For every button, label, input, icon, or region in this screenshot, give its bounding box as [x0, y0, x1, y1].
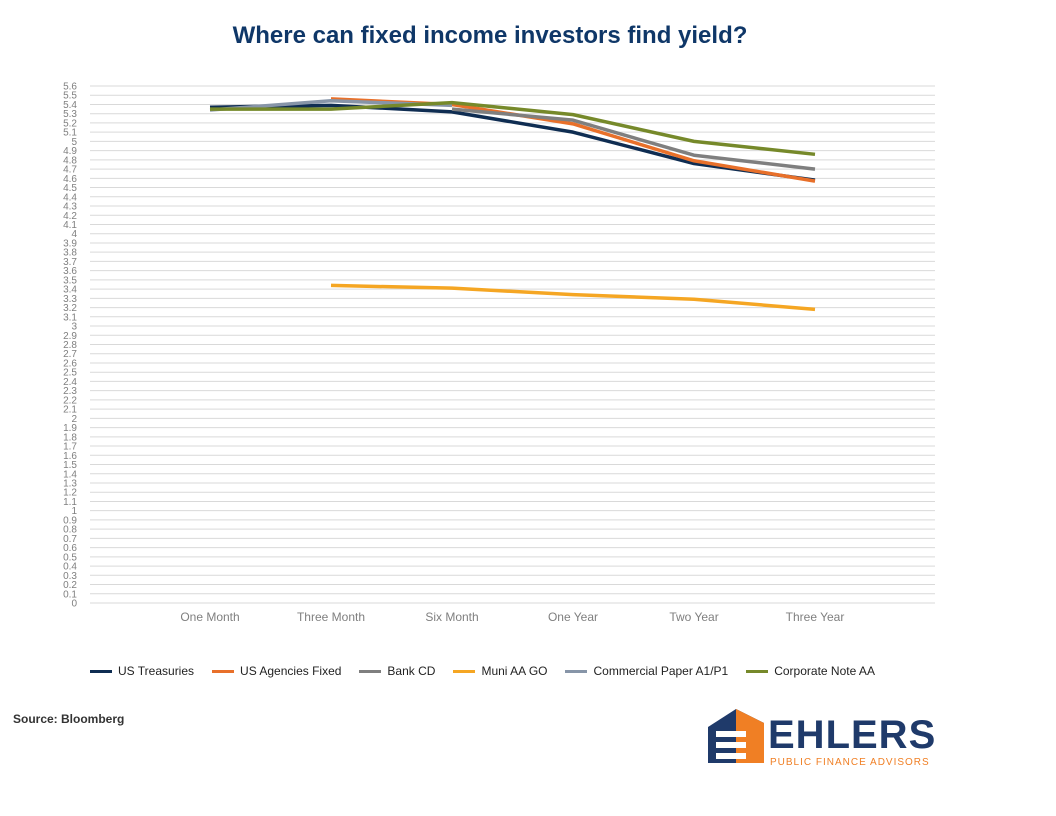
y-tick-label: 5.1	[63, 128, 77, 139]
y-tick-label: 1.7	[63, 442, 77, 453]
y-tick-label: 1.1	[63, 497, 77, 508]
x-tick-label: One Month	[180, 610, 239, 624]
x-tick-label: Six Month	[425, 610, 478, 624]
y-tick-label: 4.8	[63, 155, 77, 166]
legend-item-us-agencies-fixed: US Agencies Fixed	[212, 664, 341, 678]
y-tick-label: 0.6	[63, 543, 77, 554]
y-tick-label: 1	[71, 506, 77, 517]
y-tick-label: 2.2	[63, 395, 77, 406]
y-tick-label: 5.5	[63, 91, 77, 102]
y-tick-label: 3.6	[63, 266, 77, 277]
legend-item-muni-aa-go: Muni AA GO	[453, 664, 547, 678]
y-tick-label: 4.9	[63, 146, 77, 157]
y-tick-label: 0	[71, 599, 77, 610]
logo-tagline: PUBLIC FINANCE ADVISORS	[770, 757, 930, 768]
y-tick-label: 4.1	[63, 220, 77, 231]
y-tick-label: 3	[71, 322, 77, 333]
y-tick-label: 1.5	[63, 460, 77, 471]
x-tick-label: One Year	[548, 610, 598, 624]
y-tick-label: 5.6	[63, 82, 77, 93]
y-tick-label: 2.9	[63, 331, 77, 342]
y-tick-label: 2.4	[63, 377, 77, 388]
legend-swatch	[359, 669, 382, 673]
y-tick-label: 0.5	[63, 552, 77, 563]
y-tick-label: 0.9	[63, 515, 77, 526]
legend-item-commercial-paper-a1-p1: Commercial Paper A1/P1	[565, 664, 728, 678]
legend-label: Bank CD	[387, 664, 436, 678]
y-tick-label: 5.2	[63, 118, 77, 129]
y-tick-label: 3.2	[63, 303, 77, 314]
x-tick-label: Two Year	[669, 610, 718, 624]
x-tick-label: Three Year	[786, 610, 845, 624]
legend-item-corporate-note-aa: Corporate Note AA	[746, 664, 875, 678]
y-tick-label: 2.6	[63, 358, 77, 369]
x-tick-label: Three Month	[297, 610, 365, 624]
y-tick-label: 3.1	[63, 312, 77, 323]
y-tick-label: 0.1	[63, 589, 77, 600]
y-tick-label: 2.1	[63, 405, 77, 416]
building-logo-icon	[708, 709, 764, 763]
y-tick-label: 3.3	[63, 294, 77, 305]
source-note: Source: Bloomberg	[13, 712, 125, 726]
y-tick-label: 0.8	[63, 525, 77, 536]
y-tick-label: 4.5	[63, 183, 77, 194]
legend-label: Commercial Paper A1/P1	[593, 664, 729, 678]
y-tick-label: 5.4	[63, 100, 77, 111]
line-chart: 00.10.20.30.40.50.60.70.80.911.11.21.31.…	[63, 82, 935, 624]
ehlers-logo: EHLERS PUBLIC FINANCE ADVISORS	[706, 705, 946, 769]
y-tick-label: 4.3	[63, 202, 77, 213]
y-tick-label: 3.7	[63, 257, 77, 268]
y-tick-label: 2.8	[63, 340, 77, 351]
y-tick-label: 4.2	[63, 211, 77, 222]
series-line-us-treasuries	[209, 103, 816, 182]
y-tick-label: 2.7	[63, 349, 77, 360]
y-tick-label: 5.3	[63, 109, 77, 120]
y-tick-label: 1.2	[63, 488, 77, 499]
legend-swatch	[90, 669, 112, 673]
x-tick-labels: One Month Three Month Six Month One Year Two…	[180, 610, 844, 624]
legend-item-us-treasuries: US Treasuries	[90, 664, 194, 678]
legend-swatch	[212, 669, 235, 673]
y-tick-label: 4.4	[63, 192, 77, 203]
y-tick-label: 0.3	[63, 571, 77, 582]
y-tick-label: 2.3	[63, 386, 77, 397]
y-tick-label: 4.7	[63, 165, 77, 176]
gridlines	[90, 85, 935, 604]
legend-swatch	[565, 669, 588, 673]
legend-swatch	[453, 669, 476, 673]
legend-label: US Treasuries	[118, 664, 195, 678]
series-line-bank-cd	[451, 107, 816, 171]
y-tick-label: 0.2	[63, 580, 77, 591]
y-tick-label: 0.7	[63, 534, 77, 545]
legend-label: Muni AA GO	[481, 664, 548, 678]
y-tick-label: 3.8	[63, 248, 77, 259]
series-line-muni-aa-go	[330, 283, 816, 312]
legend-swatch	[746, 669, 769, 673]
y-tick-label: 1.6	[63, 451, 77, 462]
y-tick-label: 1.9	[63, 423, 77, 434]
series-lines	[209, 97, 816, 312]
logo-wordmark: EHLERS	[768, 713, 937, 757]
y-tick-label: 4	[71, 229, 77, 240]
y-tick-label: 3.5	[63, 275, 77, 286]
legend-label: US Agencies Fixed	[240, 664, 342, 678]
y-tick-label: 1.3	[63, 478, 77, 489]
y-tick-labels: 00.10.20.30.40.50.60.70.80.911.11.21.31.…	[63, 82, 77, 610]
legend-label: Corporate Note AA	[774, 664, 875, 678]
series-line-corporate-note-aa	[210, 100, 816, 157]
y-tick-label: 0.4	[63, 562, 77, 573]
chart-title: Where can fixed income investors find yi…	[232, 22, 748, 49]
y-tick-label: 3.4	[63, 285, 77, 296]
y-tick-label: 3.9	[63, 238, 77, 249]
y-tick-label: 4.6	[63, 174, 77, 185]
legend-item-bank-cd: Bank CD	[359, 664, 435, 678]
y-tick-label: 5	[71, 137, 77, 148]
y-tick-label: 1.8	[63, 432, 77, 443]
chart-legend: US Treasuries US Agencies Fixed Bank CD Mun…	[90, 664, 875, 678]
y-tick-label: 2.5	[63, 368, 77, 379]
y-tick-label: 1.4	[63, 469, 77, 480]
y-tick-label: 2	[71, 414, 77, 425]
